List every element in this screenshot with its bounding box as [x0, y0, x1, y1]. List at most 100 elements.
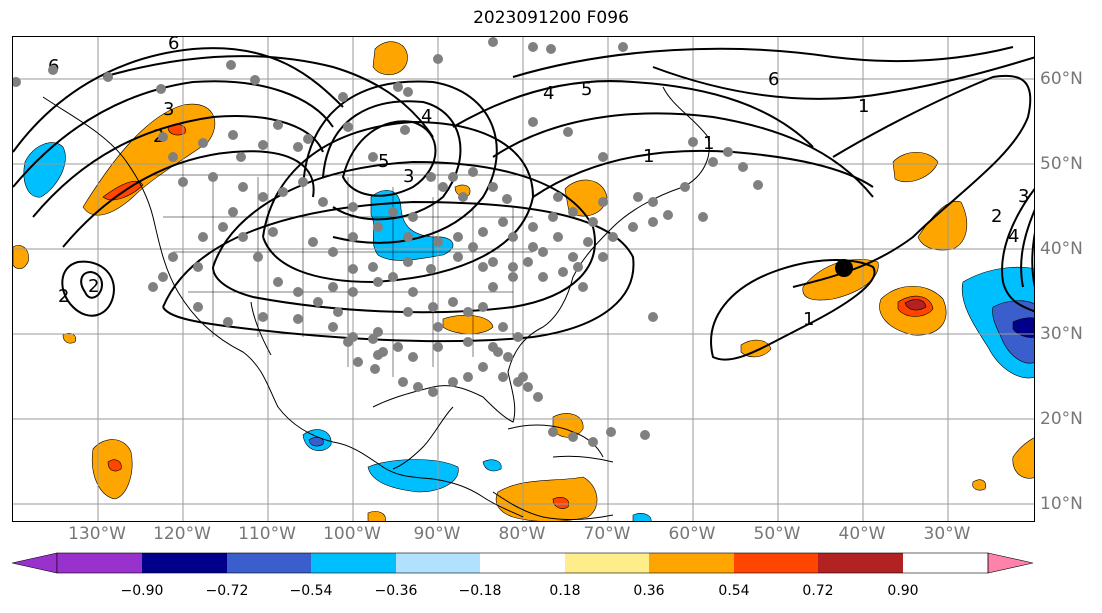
- station-marker: [328, 282, 338, 292]
- colorbar-swatch: [480, 553, 565, 573]
- station-marker: [588, 217, 598, 227]
- station-marker: [338, 92, 348, 102]
- lon-label: 50°W: [753, 524, 801, 544]
- station-marker: [253, 252, 263, 262]
- contour-label: 1: [703, 133, 714, 154]
- colorbar-tick: −0.54: [289, 583, 333, 599]
- station-marker: [368, 334, 378, 344]
- station-marker: [528, 222, 538, 232]
- colorbar-swatch: [396, 553, 480, 573]
- station-marker: [348, 232, 358, 242]
- shade-darkred-e4: [904, 299, 927, 311]
- shade-blue-carib: [632, 513, 652, 521]
- station-marker: [606, 427, 616, 437]
- station-marker: [373, 277, 383, 287]
- station-marker: [448, 297, 458, 307]
- station-marker: [463, 307, 473, 317]
- station-marker: [573, 262, 583, 272]
- station-marker: [328, 247, 338, 257]
- station-marker: [250, 75, 260, 85]
- station-marker: [463, 337, 473, 347]
- station-marker: [508, 262, 518, 272]
- station-marker: [293, 314, 303, 324]
- station-marker: [388, 272, 398, 282]
- lon-label: 80°W: [498, 524, 546, 544]
- station-marker: [48, 65, 58, 75]
- station-marker: [238, 232, 248, 242]
- colorbar-tick: 0.90: [887, 583, 919, 599]
- colorbar-swatch: [734, 553, 818, 573]
- shade-orange-e1: [892, 151, 939, 183]
- station-marker: [488, 182, 498, 192]
- station-marker: [403, 87, 413, 97]
- station-marker: [648, 217, 658, 227]
- station-marker: [228, 207, 238, 217]
- station-marker: [333, 307, 343, 317]
- colorbar-tick: 0.72: [802, 583, 834, 599]
- contour-label: 3: [403, 166, 414, 187]
- station-marker: [268, 227, 278, 237]
- lat-label: 40°N: [1040, 239, 1083, 259]
- station-marker: [698, 212, 708, 222]
- station-marker: [178, 177, 188, 187]
- colorbar-swatch: [11, 552, 58, 574]
- station-marker: [258, 140, 268, 150]
- colorbar-tick: −0.18: [458, 583, 502, 599]
- station-marker: [708, 157, 718, 167]
- station-marker: [546, 44, 556, 54]
- lon-label: 70°W: [583, 524, 631, 544]
- station-marker: [538, 272, 548, 282]
- lat-label: 10°N: [1040, 494, 1083, 514]
- map-svg: 6 6 6 5 5 4 4 4 3 3 3 2 2 2 2 1 1 1 1: [13, 37, 1034, 521]
- coastlines: [42, 86, 710, 521]
- station-marker: [218, 222, 228, 232]
- station-marker: [13, 77, 21, 87]
- station-marker: [553, 192, 563, 202]
- station-marker: [598, 252, 608, 262]
- station-marker: [598, 152, 608, 162]
- shade-orange-far-e2: [972, 479, 986, 491]
- contour-label: 1: [643, 146, 654, 167]
- station-marker: [433, 342, 443, 352]
- station-marker: [348, 202, 358, 212]
- shade-orange-gulf: [442, 314, 494, 335]
- station-marker: [103, 72, 113, 82]
- station-marker: [373, 222, 383, 232]
- station-marker: [168, 152, 178, 162]
- station-marker: [208, 172, 218, 182]
- station-marker: [513, 377, 523, 387]
- contour-label: 1: [858, 96, 869, 117]
- station-marker: [548, 212, 558, 222]
- colorbar-swatch: [57, 553, 142, 573]
- station-marker: [148, 282, 158, 292]
- shade-orange-carib3: [367, 511, 386, 521]
- contour-label: 6: [768, 69, 779, 90]
- colorbar-tick: −0.90: [120, 583, 164, 599]
- colorbar-swatches: [11, 552, 1034, 574]
- shade-orange-carib: [495, 476, 598, 521]
- shade-navy-far-e: [1012, 317, 1034, 338]
- shade-red-sw: [107, 459, 122, 472]
- station-marker: [433, 237, 443, 247]
- contour-label: 4: [1008, 226, 1019, 247]
- shade-medblue-far-e: [992, 300, 1034, 364]
- station-marker: [478, 362, 488, 372]
- station-marker: [533, 392, 543, 402]
- contour-label: 2: [58, 286, 69, 307]
- colorbar-tick: 0.36: [633, 583, 665, 599]
- station-marker: [318, 197, 328, 207]
- contour-label: 4: [543, 83, 554, 104]
- station-marker: [523, 257, 533, 267]
- station-marker: [463, 372, 473, 382]
- lon-label: 60°W: [668, 524, 716, 544]
- station-marker: [428, 302, 438, 312]
- station-marker: [578, 282, 588, 292]
- station-marker: [388, 207, 398, 217]
- station-marker: [723, 147, 733, 157]
- station-marker: [508, 232, 518, 242]
- station-marker: [688, 137, 698, 147]
- lon-label: 120°W: [153, 524, 211, 544]
- station-marker: [158, 132, 168, 142]
- station-marker: [458, 192, 468, 202]
- station-marker: [753, 180, 763, 190]
